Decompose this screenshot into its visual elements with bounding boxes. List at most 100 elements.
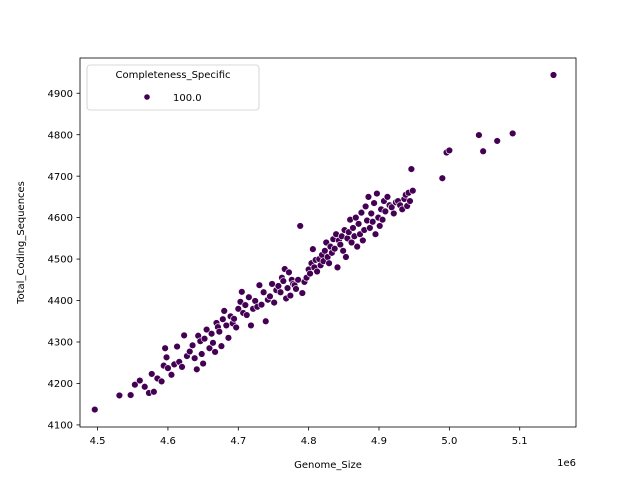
x-tick-label: 4.8	[301, 436, 317, 447]
legend-entry-label: 100.0	[173, 93, 202, 104]
scatter-point	[279, 277, 288, 285]
scatter-point	[309, 245, 317, 253]
scatter-point	[353, 242, 361, 251]
scatter-point	[232, 323, 240, 332]
scatter-point	[368, 218, 377, 226]
scatter-point	[230, 315, 238, 323]
scatter-point	[508, 129, 517, 138]
scatter-point	[173, 342, 181, 351]
scatter-point	[378, 215, 387, 224]
scatter-point	[245, 293, 253, 301]
points-layer	[91, 71, 558, 414]
scatter-point	[298, 289, 307, 297]
scatter-point	[283, 284, 292, 292]
scatter-point	[270, 298, 278, 307]
scatter-point	[190, 354, 199, 362]
x-tick-label: 4.9	[371, 436, 387, 447]
scatter-point	[325, 259, 333, 267]
scatter-point	[131, 381, 139, 389]
scatter-point	[200, 334, 209, 343]
scatter-point	[313, 267, 321, 276]
y-tick-label: 4800	[48, 130, 73, 141]
scatter-point	[247, 321, 255, 330]
scatter-point	[186, 347, 194, 356]
scatter-point	[493, 137, 501, 145]
scatter-point	[354, 220, 363, 228]
scatter-point	[479, 147, 487, 155]
scatter-point	[126, 391, 135, 399]
scatter-point	[438, 174, 447, 182]
scatter-point	[202, 325, 211, 334]
scatter-point	[371, 230, 380, 238]
scatter-point	[205, 344, 214, 352]
scatter-point	[306, 269, 314, 278]
scatter-point	[276, 288, 285, 296]
scatter-point	[549, 71, 558, 79]
legend-marker	[143, 93, 151, 101]
scatter-point	[91, 405, 99, 414]
scatter-point	[222, 321, 231, 330]
legend-box	[86, 64, 260, 111]
scatter-point	[215, 327, 224, 336]
scatter-point	[241, 301, 250, 309]
scatter-point	[141, 383, 149, 391]
y-tick-label: 4400	[48, 296, 73, 307]
scatter-point	[366, 224, 374, 232]
scatter-point	[336, 240, 345, 249]
scatter-point	[409, 186, 417, 195]
scatter-point	[294, 276, 302, 284]
scatter-point	[193, 365, 201, 374]
scatter-point	[357, 208, 366, 217]
x-tick-label: 4.6	[160, 436, 176, 447]
scatter-point	[150, 388, 158, 396]
scatter-point	[286, 291, 295, 300]
scatter-point	[238, 288, 246, 296]
scatter-point	[406, 197, 414, 205]
scatter-point	[296, 222, 304, 230]
scatter-point	[445, 146, 454, 155]
scatter-point	[367, 209, 375, 218]
scatter-point	[292, 285, 300, 293]
y-axis-ticks: 4100 4200 4300 4400 4500 4600 4700 4800 4900	[48, 89, 80, 432]
y-tick-label: 4600	[48, 213, 73, 224]
x-axis-label: Genome_Size	[294, 460, 362, 471]
scatter-point	[207, 330, 216, 338]
x-tick-label: 5.1	[512, 436, 528, 447]
y-tick-label: 4200	[48, 379, 73, 390]
scatter-point	[217, 342, 226, 350]
scatter-point	[211, 348, 219, 356]
scatter-point	[257, 300, 266, 309]
scatter-point	[349, 224, 357, 232]
scatter-point	[220, 307, 228, 315]
scatter-point	[342, 253, 350, 261]
scatter-point	[373, 189, 381, 198]
y-tick-label: 4300	[48, 338, 73, 349]
y-tick-label: 4100	[48, 421, 73, 432]
scatter-point	[161, 344, 169, 352]
legend: Completeness_Specific 100.0	[86, 64, 260, 111]
scatter-point	[178, 363, 186, 371]
scatter-point	[180, 331, 188, 340]
scatter-point	[383, 193, 392, 201]
x-tick-label: 4.5	[90, 436, 106, 447]
scatter-point	[188, 341, 197, 350]
scatter-point	[262, 317, 270, 325]
scatter-point	[198, 350, 206, 358]
scatter-point	[381, 207, 390, 216]
x-tick-label: 4.7	[230, 436, 246, 447]
scatter-point	[390, 209, 398, 218]
scatter-point	[162, 353, 171, 362]
scatter-point	[219, 315, 227, 323]
scatter-point	[347, 238, 356, 247]
scatter-point	[352, 213, 360, 222]
x-tick-label: 5.0	[441, 436, 457, 447]
y-tick-label: 4500	[48, 255, 73, 266]
scatter-point	[285, 268, 293, 277]
scatter-point	[157, 377, 166, 386]
scatter-point	[475, 131, 483, 139]
y-axis-label: Total_Coding_Sequences	[16, 181, 27, 305]
scatter-point	[376, 222, 384, 230]
scatter-point	[259, 288, 268, 296]
scatter-point	[224, 334, 233, 342]
